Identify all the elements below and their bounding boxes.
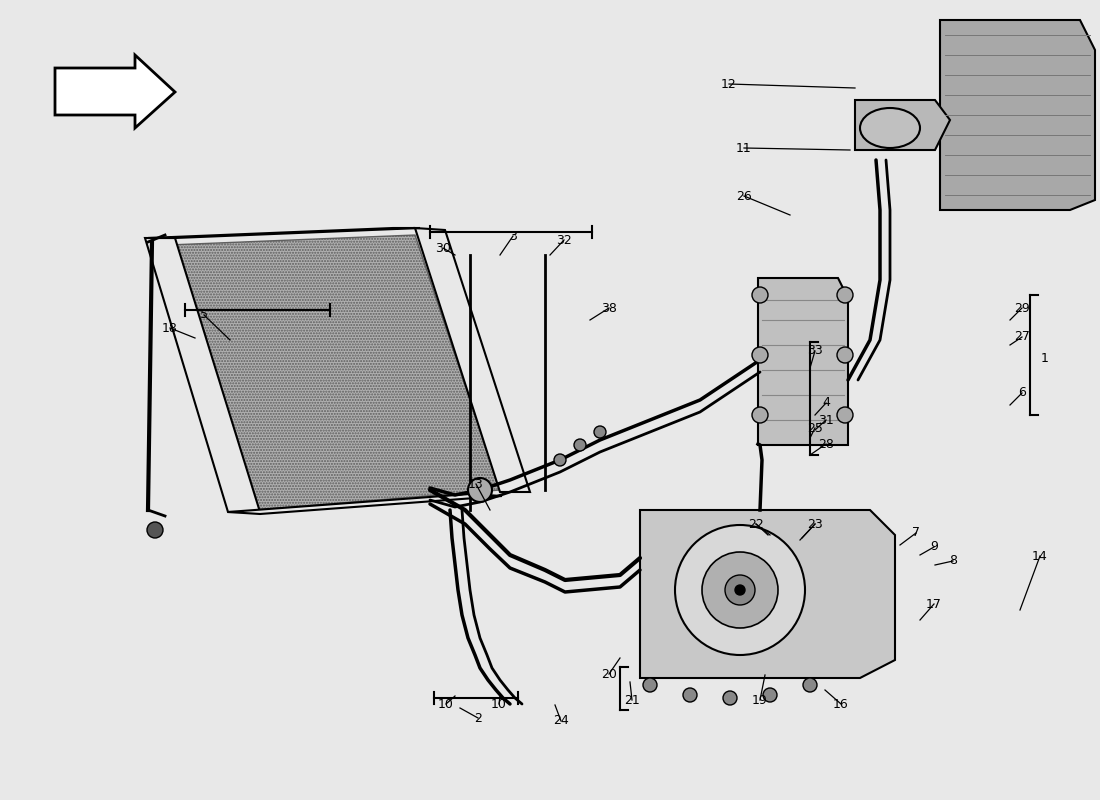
Text: 5: 5	[200, 309, 208, 322]
Circle shape	[554, 454, 566, 466]
Text: 20: 20	[601, 667, 617, 681]
Circle shape	[683, 688, 697, 702]
Circle shape	[763, 688, 777, 702]
Text: 12: 12	[722, 78, 737, 90]
Circle shape	[574, 439, 586, 451]
Circle shape	[594, 426, 606, 438]
Text: 28: 28	[818, 438, 834, 450]
Text: 6: 6	[1019, 386, 1026, 399]
Circle shape	[752, 347, 768, 363]
Circle shape	[675, 525, 805, 655]
Polygon shape	[940, 20, 1094, 210]
Ellipse shape	[860, 108, 920, 148]
Circle shape	[702, 552, 778, 628]
Text: 7: 7	[912, 526, 920, 539]
Polygon shape	[415, 228, 530, 492]
Circle shape	[752, 287, 768, 303]
Text: 22: 22	[748, 518, 763, 530]
Circle shape	[837, 407, 852, 423]
Polygon shape	[758, 278, 848, 445]
Text: 30: 30	[436, 242, 451, 254]
Polygon shape	[168, 235, 500, 510]
Circle shape	[735, 585, 745, 595]
Text: 9: 9	[931, 541, 938, 554]
Polygon shape	[55, 55, 175, 128]
Circle shape	[723, 691, 737, 705]
Text: 21: 21	[624, 694, 640, 706]
Text: 1: 1	[1041, 351, 1049, 365]
Text: 8: 8	[949, 554, 957, 567]
Text: 27: 27	[1014, 330, 1030, 343]
Text: 31: 31	[818, 414, 834, 426]
Polygon shape	[148, 228, 420, 238]
Circle shape	[752, 407, 768, 423]
Text: 10: 10	[491, 698, 507, 710]
Text: 18: 18	[162, 322, 178, 334]
Text: 19: 19	[752, 694, 768, 706]
Text: 26: 26	[736, 190, 752, 202]
Polygon shape	[228, 494, 502, 514]
Circle shape	[147, 522, 163, 538]
Text: 16: 16	[833, 698, 849, 710]
Text: 33: 33	[807, 345, 823, 358]
Text: 4: 4	[822, 397, 829, 410]
Circle shape	[468, 478, 492, 502]
Circle shape	[837, 347, 852, 363]
Text: 2: 2	[474, 711, 482, 725]
Text: 24: 24	[553, 714, 569, 727]
Text: 32: 32	[557, 234, 572, 246]
Text: 38: 38	[601, 302, 617, 314]
Text: 10: 10	[438, 698, 454, 710]
Polygon shape	[855, 100, 950, 150]
Text: 23: 23	[807, 518, 823, 530]
Circle shape	[644, 678, 657, 692]
Text: 29: 29	[1014, 302, 1030, 314]
Text: 11: 11	[736, 142, 752, 154]
Circle shape	[803, 678, 817, 692]
Circle shape	[837, 287, 852, 303]
Text: 3: 3	[509, 230, 517, 242]
Text: 25: 25	[807, 422, 823, 434]
Polygon shape	[640, 510, 895, 678]
Text: 14: 14	[1032, 550, 1048, 562]
Polygon shape	[145, 238, 260, 512]
Text: 17: 17	[926, 598, 942, 610]
Circle shape	[725, 575, 755, 605]
Text: 13: 13	[469, 478, 484, 490]
